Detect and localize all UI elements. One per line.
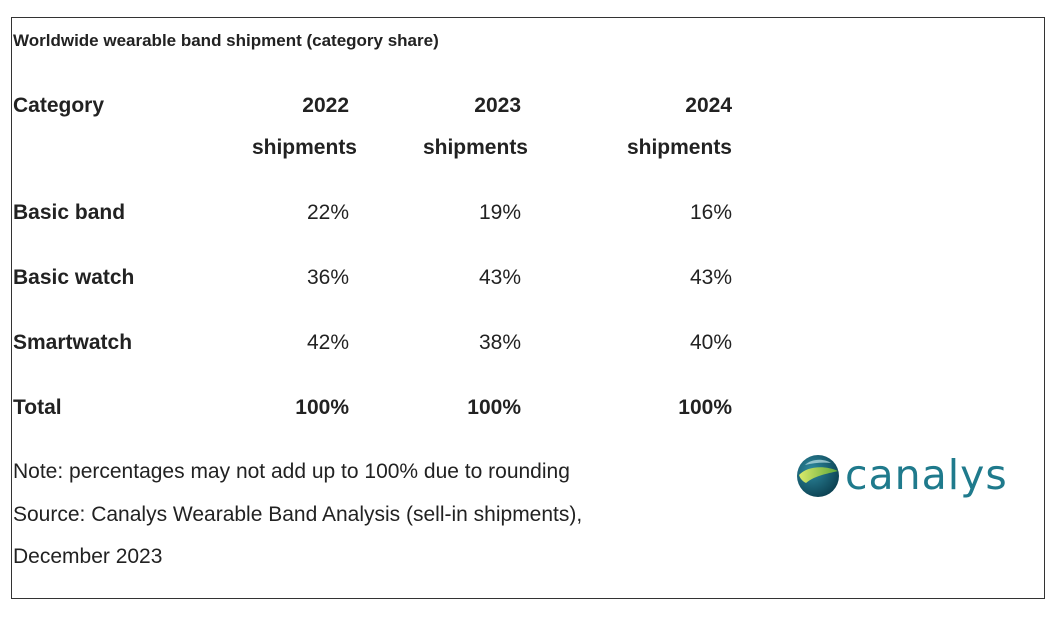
header-2022-sub: shipments [251,136,357,159]
row-label-smartwatch: Smartwatch [13,331,133,354]
header-2022: 2022 [302,94,349,117]
row-label-basic-band: Basic band [13,201,126,224]
header-2024: 2024 [685,94,732,117]
header-2023-sub: shipments [422,136,528,159]
row-label-total: Total [13,396,62,419]
note-date: December 2023 [13,545,163,568]
note-rounding: Note: percentages may not add up to 100%… [13,460,570,483]
canalys-logo: canalys [795,451,1007,499]
cell-basic-band-2022: 22% [306,201,349,224]
cell-basic-watch-2023: 43% [478,266,521,289]
cell-total-2024: 100% [678,396,732,419]
cell-total-2023: 100% [467,396,521,419]
globe-icon [797,455,839,497]
note-source: Source: Canalys Wearable Band Analysis (… [13,503,583,526]
logo-wordmark: canalys [845,451,1008,499]
table-frame [11,17,1045,599]
table-title: Worldwide wearable band shipment (catego… [13,31,439,50]
cell-total-2022: 100% [295,396,349,419]
header-category: Category [13,94,105,117]
cell-basic-band-2023: 19% [478,201,521,224]
row-label-basic-watch: Basic watch [13,266,135,289]
cell-basic-band-2024: 16% [689,201,732,224]
header-2024-sub: shipments [626,136,732,159]
cell-smartwatch-2024: 40% [689,331,732,354]
cell-basic-watch-2022: 36% [306,266,349,289]
cell-basic-watch-2024: 43% [689,266,732,289]
header-2023: 2023 [474,94,521,117]
cell-smartwatch-2023: 38% [478,331,521,354]
cell-smartwatch-2022: 42% [306,331,349,354]
